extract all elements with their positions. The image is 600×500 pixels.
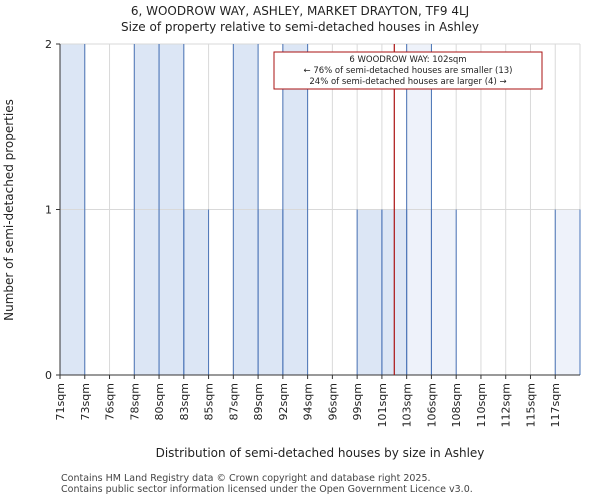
x-tick-label: 117sqm — [549, 383, 562, 427]
x-tick-label: 94sqm — [302, 383, 315, 420]
bar-106sqm — [431, 209, 457, 375]
x-tick-label: 99sqm — [351, 383, 364, 420]
y-tick-label: 2 — [45, 38, 52, 51]
bar-89sqm — [258, 209, 283, 375]
y-axis-title: Number of semi-detached properties — [2, 99, 16, 321]
annotation-smaller: ← 76% of semi-detached houses are smalle… — [304, 66, 513, 76]
x-tick-label: 112sqm — [500, 383, 513, 427]
footer-copyright: Contains HM Land Registry data © Crown c… — [61, 473, 431, 484]
x-tick-label: 83sqm — [178, 383, 191, 420]
bar-99sqm — [357, 209, 382, 375]
annotation-title: 6 WOODROW WAY: 102sqm — [349, 55, 466, 65]
x-tick-label: 96sqm — [326, 383, 339, 420]
annotation-larger: 24% of semi-detached houses are larger (… — [309, 77, 506, 87]
footer-licence: Contains public sector information licen… — [61, 484, 473, 495]
x-tick-label: 115sqm — [524, 383, 537, 427]
x-tick-label: 80sqm — [153, 383, 166, 420]
x-tick-label: 108sqm — [450, 383, 463, 427]
annotation-box — [273, 51, 543, 90]
chart-subtitle: Size of property relative to semi-detach… — [121, 20, 479, 34]
chart-title: 6, WOODROW WAY, ASHLEY, MARKET DRAYTON, … — [131, 4, 469, 18]
x-tick-label: 85sqm — [203, 383, 216, 420]
y-tick-label: 0 — [45, 369, 52, 382]
x-tick-label: 73sqm — [79, 383, 92, 420]
x-tick-label: 101sqm — [376, 383, 389, 427]
bar-117sqm — [555, 209, 580, 375]
x-tick-label: 92sqm — [277, 383, 290, 420]
x-axis-title: Distribution of semi-detached houses by … — [156, 446, 485, 460]
x-tick-label: 71sqm — [54, 383, 67, 420]
x-tick-label: 106sqm — [425, 383, 438, 427]
x-tick-label: 89sqm — [252, 383, 265, 420]
y-tick-label: 1 — [45, 204, 52, 217]
bar-83sqm — [183, 209, 209, 375]
x-tick-label: 87sqm — [227, 383, 240, 420]
x-tick-label: 78sqm — [128, 383, 141, 420]
x-tick-label: 110sqm — [475, 383, 488, 427]
x-tick-label: 103sqm — [401, 383, 414, 427]
x-tick-label: 76sqm — [104, 383, 117, 420]
